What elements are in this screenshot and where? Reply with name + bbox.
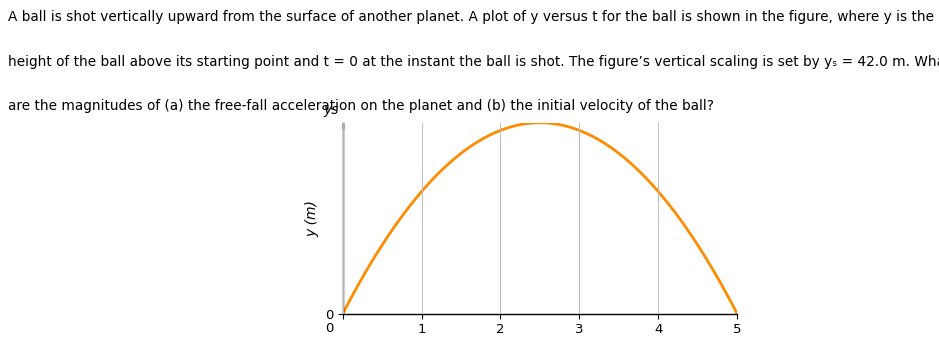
Text: are the magnitudes of (a) the free-fall acceleration on the planet and (b) the i: are the magnitudes of (a) the free-fall … [8,99,714,113]
Text: 0: 0 [325,323,333,336]
Y-axis label: y (m): y (m) [305,200,319,237]
Text: A ball is shot vertically upward from the surface of another planet. A plot of y: A ball is shot vertically upward from th… [8,10,933,24]
Text: ys: ys [323,103,339,117]
Text: height of the ball above its starting point and t = 0 at the instant the ball is: height of the ball above its starting po… [8,55,939,69]
